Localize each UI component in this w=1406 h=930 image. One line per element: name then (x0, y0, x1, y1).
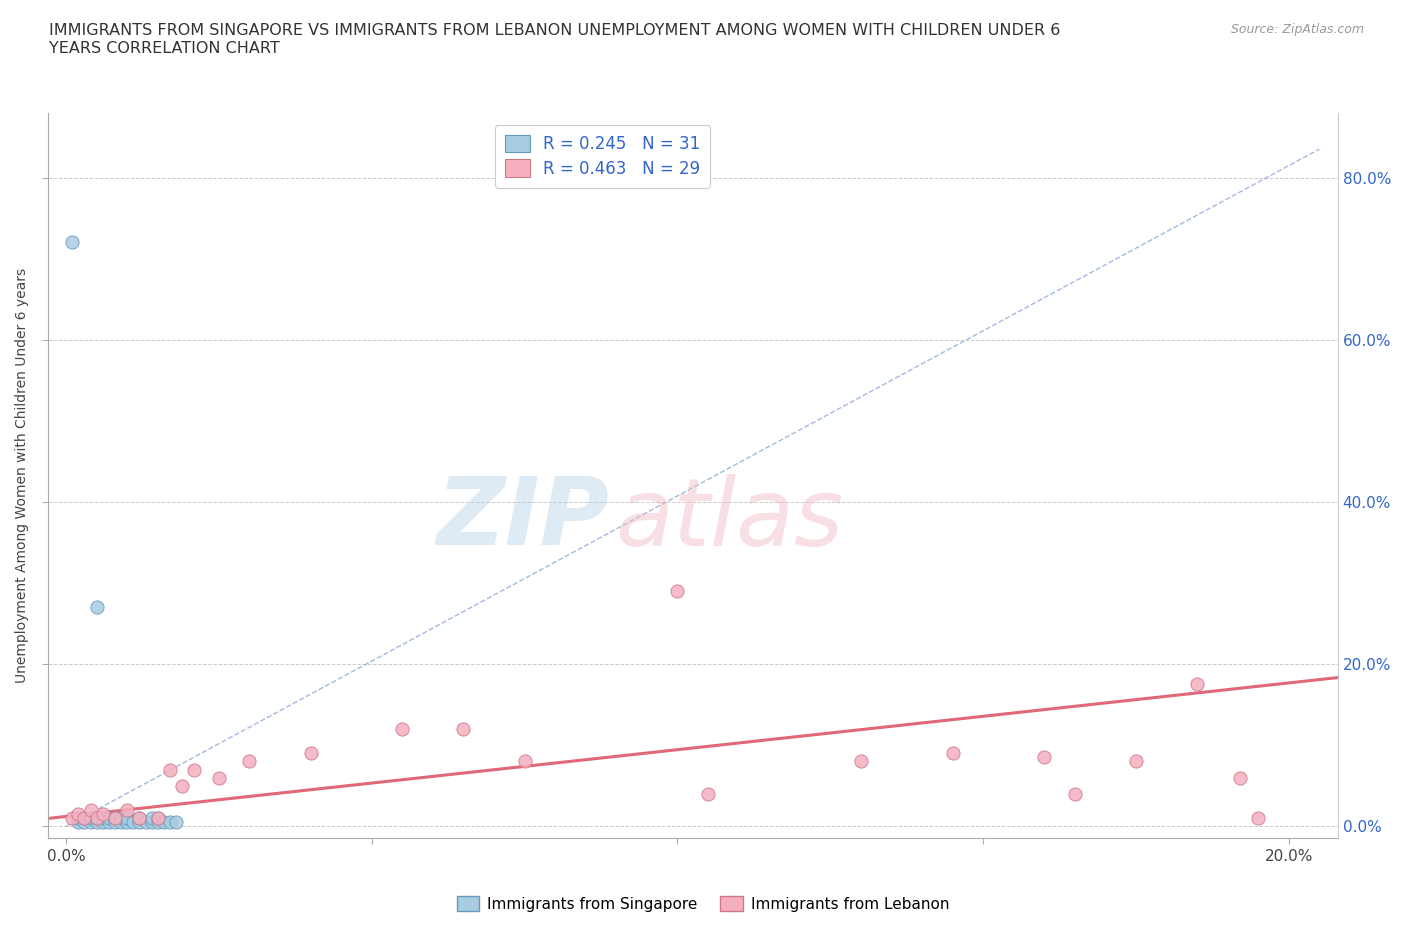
Point (110, 815, 132, 830)
Point (73, 815, 96, 830)
Point (110, 811, 132, 826)
Point (67, 811, 90, 826)
Point (86, 815, 108, 830)
Point (91, 811, 114, 826)
Point (128, 811, 150, 826)
Point (159, 762, 181, 777)
Point (697, 787, 720, 802)
Point (1125, 754, 1147, 769)
Text: ZIP: ZIP (436, 473, 609, 565)
Point (208, 770, 231, 785)
Point (128, 811, 150, 826)
Point (1247, 811, 1270, 826)
Point (153, 815, 176, 830)
Point (60, 235, 83, 250)
Point (1229, 770, 1251, 785)
Legend: Immigrants from Singapore, Immigrants from Lebanon: Immigrants from Singapore, Immigrants fr… (450, 890, 956, 918)
Point (1033, 750, 1056, 764)
Point (391, 722, 413, 737)
Point (67, 806, 90, 821)
Point (73, 811, 96, 826)
Point (115, 815, 138, 830)
Point (104, 811, 127, 826)
Point (183, 762, 205, 777)
Point (104, 811, 127, 826)
Point (165, 815, 187, 830)
Point (453, 722, 475, 737)
Point (146, 811, 169, 826)
Point (128, 815, 150, 830)
Point (141, 811, 163, 826)
Point (172, 778, 194, 793)
Point (238, 754, 260, 769)
Point (104, 815, 127, 830)
Point (97, 815, 120, 830)
Point (86, 600, 108, 615)
Y-axis label: Unemployment Among Women with Children Under 6 years: Unemployment Among Women with Children U… (15, 268, 30, 684)
Point (849, 754, 872, 769)
Point (86, 811, 108, 826)
Point (146, 815, 169, 830)
Point (941, 746, 963, 761)
Text: IMMIGRANTS FROM SINGAPORE VS IMMIGRANTS FROM LEBANON UNEMPLOYMENT AMONG WOMEN WI: IMMIGRANTS FROM SINGAPORE VS IMMIGRANTS … (49, 23, 1060, 56)
Point (1185, 677, 1208, 692)
Point (115, 803, 138, 817)
Point (141, 815, 163, 830)
Text: atlas: atlas (616, 473, 844, 565)
Point (513, 754, 536, 769)
Point (97, 811, 120, 826)
Legend: R = 0.245   N = 31, R = 0.463   N = 29: R = 0.245 N = 31, R = 0.463 N = 29 (495, 125, 710, 188)
Point (299, 746, 322, 761)
Point (135, 815, 157, 830)
Point (86, 811, 108, 826)
Point (79, 811, 101, 826)
Point (79, 815, 101, 830)
Point (60, 811, 83, 826)
Point (666, 584, 689, 599)
Point (115, 811, 138, 826)
Text: Source: ZipAtlas.com: Source: ZipAtlas.com (1230, 23, 1364, 36)
Point (146, 811, 169, 826)
Point (91, 815, 114, 830)
Point (91, 806, 114, 821)
Point (159, 815, 181, 830)
Point (122, 815, 145, 830)
Point (67, 815, 90, 830)
Point (73, 811, 96, 826)
Point (79, 803, 101, 817)
Point (1063, 787, 1085, 802)
